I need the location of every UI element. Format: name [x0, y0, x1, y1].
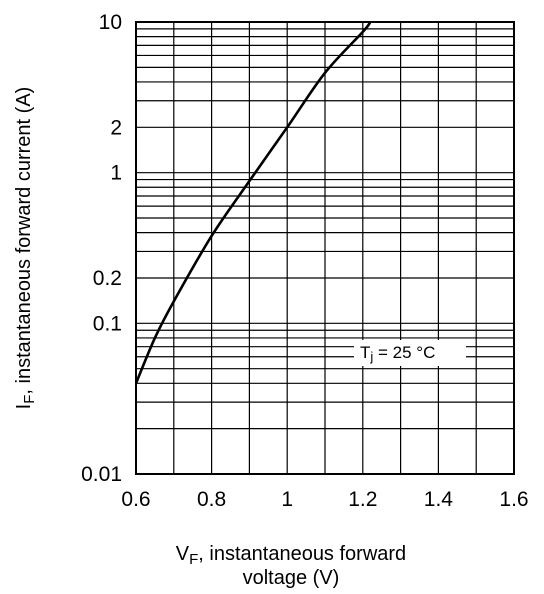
junction-temperature-annotation: Tj = 25 °C — [354, 340, 466, 366]
y-axis-label-sub: F — [21, 395, 38, 404]
x-axis-label-sub: F — [189, 551, 198, 568]
x-axis-label-rest: , instantaneous forward — [198, 543, 406, 565]
annotation-rest: = 25 °C — [373, 343, 435, 362]
x-tick-label: 0.6 — [121, 488, 150, 511]
y-tick-label: 2 — [110, 116, 122, 139]
x-tick-label: 1.6 — [499, 488, 528, 511]
y-tick-label: 10 — [99, 11, 122, 34]
y-tick-label: 0.01 — [81, 463, 122, 486]
x-tick-label: 1.2 — [348, 488, 377, 511]
x-tick-label: 1 — [281, 488, 293, 511]
y-tick-labels: 0.01 0.1 0.2 1 2 10 — [81, 11, 122, 486]
x-axis-label: VF, instantaneous forward — [176, 543, 406, 568]
y-tick-label: 0.1 — [93, 312, 122, 335]
x-tick-label: 0.8 — [197, 488, 226, 511]
grid — [136, 22, 514, 474]
x-axis-label-main: V — [176, 543, 190, 565]
y-tick-label: 0.2 — [93, 267, 122, 290]
x-axis-label-line2: voltage (V) — [243, 567, 340, 589]
x-tick-labels: 0.6 0.8 1 1.2 1.4 1.6 — [121, 488, 528, 511]
y-tick-label: 1 — [110, 162, 122, 185]
y-axis-label-rest: , instantaneous forward current (A) — [13, 87, 35, 395]
series-line-forward-current — [136, 22, 370, 383]
y-axis-label: IF, instantaneous forward current (A) — [13, 87, 38, 410]
x-tick-label: 1.4 — [424, 488, 454, 511]
annotation-main: T — [360, 343, 370, 362]
